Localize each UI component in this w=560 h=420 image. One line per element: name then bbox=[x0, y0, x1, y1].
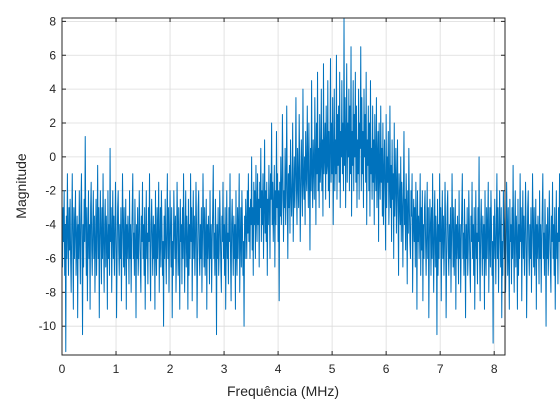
x-tick-label: 3 bbox=[221, 362, 228, 376]
x-tick-label: 1 bbox=[113, 362, 120, 376]
magnitude-series-line bbox=[61, 17, 560, 353]
y-tick-label: -4 bbox=[45, 218, 56, 232]
x-tick-label: 8 bbox=[491, 362, 498, 376]
x-tick-label: 2 bbox=[167, 362, 174, 376]
y-tick-label: 4 bbox=[49, 82, 56, 96]
x-tick-label: 4 bbox=[275, 362, 282, 376]
y-tick-label: 6 bbox=[49, 48, 56, 62]
y-tick-label: -8 bbox=[45, 285, 56, 299]
x-tick-label: 7 bbox=[437, 362, 444, 376]
y-tick-label: -10 bbox=[39, 319, 57, 333]
plot-frame bbox=[61, 17, 506, 356]
x-tick-label: 6 bbox=[383, 362, 390, 376]
y-tick-label: -6 bbox=[45, 251, 56, 265]
y-tick-label: 0 bbox=[49, 150, 56, 164]
x-tick-label: 5 bbox=[329, 362, 336, 376]
y-tick-label: -2 bbox=[45, 184, 56, 198]
x-tick-label: 0 bbox=[59, 362, 66, 376]
y-axis-label: Magnitude bbox=[13, 153, 29, 219]
y-tick-label: 2 bbox=[49, 116, 56, 130]
x-axis-label: Frequência (MHz) bbox=[227, 383, 339, 399]
y-tick-label: 8 bbox=[49, 14, 56, 28]
